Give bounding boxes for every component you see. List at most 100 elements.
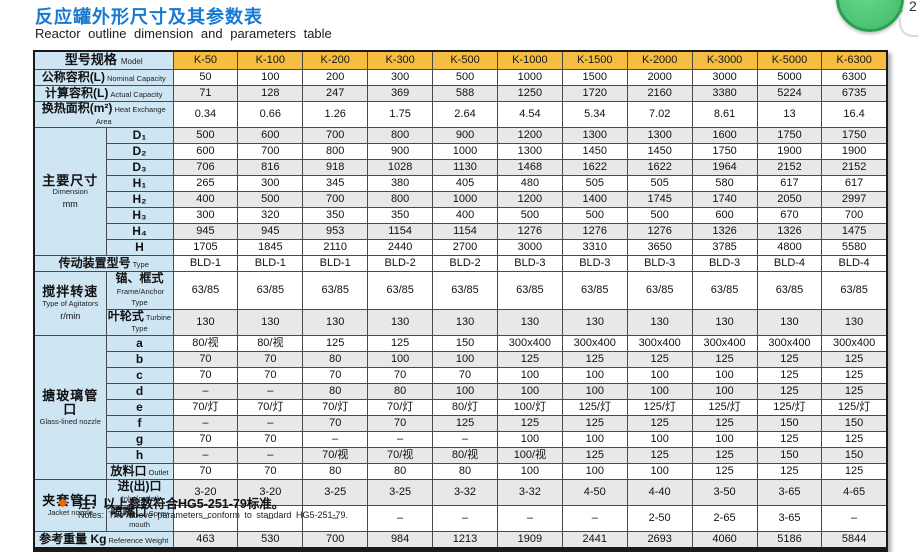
cell: 63/85 (561, 271, 628, 310)
cell: – (432, 504, 498, 533)
cell: 2050 (756, 191, 823, 209)
cell: 3650 (626, 239, 693, 257)
cell: 1475 (821, 223, 888, 241)
row-group-label: 搪玻璃管口 Glass-lined nozzle (33, 334, 107, 480)
cell: 984 (367, 531, 434, 551)
cell: 130 (432, 308, 498, 336)
cell: 100 (367, 350, 434, 368)
row-label: H₃ (105, 207, 174, 225)
cell: 8.61 (691, 100, 758, 129)
cell: 125 (432, 414, 498, 432)
row-label: 进(出)口Inlet(outlet) (105, 478, 174, 506)
cell: 80 (302, 350, 369, 368)
table-row: H₃ 300 320 350 350 400 500 500 500 600 670 700 (34, 207, 888, 225)
cell: 70 (237, 430, 304, 448)
table-row: 搅拌转速 Type of Agitators r/min 锚、框式Frame/Anch… (33, 271, 888, 336)
cell: 900 (367, 143, 434, 161)
cell: – (561, 504, 628, 533)
table-row: b 70 70 80 100 100 125 125 125 125 125 125 (34, 350, 888, 368)
cell: 130 (367, 308, 434, 336)
green-circle-button[interactable] (836, 0, 904, 32)
column-header: K-1500 (561, 50, 628, 70)
cell: 588 (432, 85, 498, 102)
cell: 500 (626, 207, 693, 225)
cell: 800 (302, 143, 369, 161)
cell: 100 (561, 382, 628, 400)
table-row: H₁ 265 300 345 380 405 480 505 505 580 617 617 (34, 175, 888, 193)
table-row: f – –70 70 125 125 125 125 125 150 150 (34, 414, 888, 432)
row-group-label: 参考重量 Kg Reference Weight (33, 531, 174, 551)
row-label: g (105, 430, 174, 448)
cell: 70/视 (367, 446, 434, 464)
cell: 130 (821, 308, 888, 336)
cell: 125 (691, 414, 758, 432)
column-header: K-3000 (691, 50, 758, 70)
cell: 150 (756, 446, 823, 464)
cell: 1745 (626, 191, 693, 209)
row-label: e (105, 398, 174, 416)
cell: 800 (367, 191, 434, 209)
table-row: h – –70/视 70/视 80/视 100/视 125 125 125 150 150 (34, 446, 888, 464)
cell: 125 (496, 414, 563, 432)
table-row: 放料口 Outlet 70 70 80 80 80 100 100 100 125 125 125 (34, 462, 888, 480)
cell: 80/视 (172, 334, 239, 352)
cell: 100 (626, 366, 693, 384)
cell: 700 (302, 191, 369, 209)
cell: 380 (367, 175, 434, 193)
row-label: 放料口 Outlet (105, 462, 174, 480)
cell: 400 (432, 207, 498, 225)
cell: 63/85 (367, 271, 434, 310)
cell: 1.75 (367, 100, 434, 129)
cell: 63/85 (302, 271, 369, 310)
cell: 350 (302, 207, 369, 225)
table-row: 计算容积(L) Actual Capacity 71 128 247 369 588 1250… (33, 85, 888, 102)
cell: 3-32 (432, 478, 498, 506)
table-row: g 70 70– – –100 100 100 100 125 125 (34, 430, 888, 448)
cell: BLD-1 (237, 255, 304, 273)
cell: BLD-1 (172, 255, 239, 273)
cell: 63/85 (821, 271, 888, 310)
table-row: c 70 70 70 70 70 100 100 100 100 125 125 (34, 366, 888, 384)
cell: 125/灯 (821, 398, 888, 416)
cell: 70 (237, 366, 304, 384)
column-header: K-500 (432, 50, 498, 70)
cell: 80/灯 (432, 398, 498, 416)
cell: 70/视 (302, 446, 369, 464)
cell: 700 (302, 127, 369, 145)
cell: 900 (432, 127, 498, 145)
cell: 150 (756, 414, 823, 432)
cell: 500 (237, 191, 304, 209)
cell: 150 (821, 446, 888, 464)
cell: 500 (172, 127, 239, 145)
cell: 70 (237, 350, 304, 368)
cell: 600 (172, 143, 239, 161)
row-label: a (105, 334, 174, 352)
cell: 1200 (496, 127, 563, 145)
cell: 70 (302, 366, 369, 384)
cell: 1276 (496, 223, 563, 241)
cell: 1900 (756, 143, 823, 161)
cell: 125 (691, 350, 758, 368)
cell: 125/灯 (626, 398, 693, 416)
cell: 700 (237, 143, 304, 161)
cell: 100 (626, 382, 693, 400)
row-label: 锚、框式Frame/Anchor Type (105, 271, 174, 310)
cell: 670 (756, 207, 823, 225)
cell: 700 (821, 207, 888, 225)
cell: 800 (367, 127, 434, 145)
cell: 1720 (561, 85, 628, 102)
cell: 125 (821, 366, 888, 384)
cell: 200 (302, 69, 369, 86)
cell: 500 (496, 207, 563, 225)
cell: 125 (756, 382, 823, 400)
cell: 125 (626, 414, 693, 432)
cell: 100 (626, 462, 693, 480)
row-label: D₁ (105, 127, 174, 145)
cell: BLD-4 (756, 255, 823, 273)
down-arrow-icon: ↓ (898, 0, 905, 15)
cell: 2-50 (626, 504, 693, 533)
table-row: 叶轮式 Turbine Type 130 130 130 130 130 130 130 130 1… (34, 308, 888, 336)
cell: 125 (561, 414, 628, 432)
column-header: K-50 (172, 50, 239, 70)
cell: 300 (172, 207, 239, 225)
